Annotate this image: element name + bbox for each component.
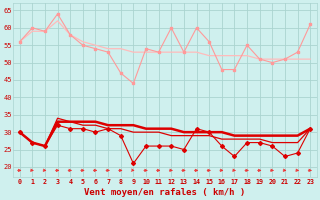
X-axis label: Vent moyen/en rafales ( km/h ): Vent moyen/en rafales ( km/h ) — [84, 188, 245, 197]
